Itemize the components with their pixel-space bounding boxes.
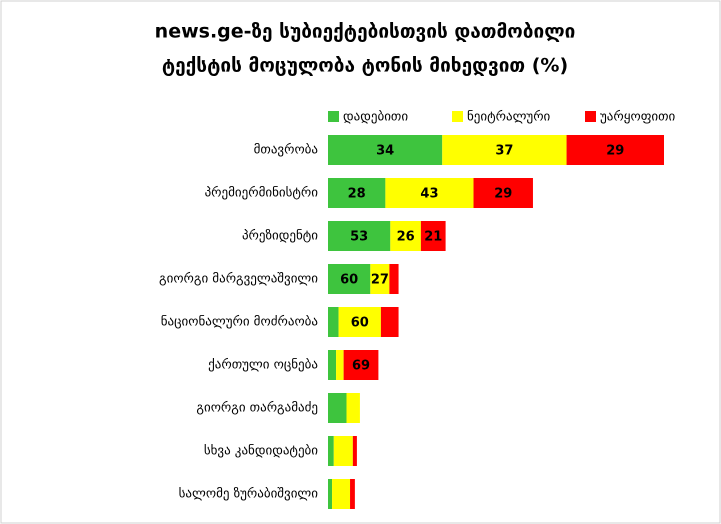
legend-label: ნეიტრალური <box>467 110 551 125</box>
bar-segment <box>343 350 379 380</box>
category-label: სხვა კანდიდატები <box>204 444 318 459</box>
bar-segment <box>473 178 533 208</box>
category-label: გიორგი მარგველაშვილი <box>159 272 318 287</box>
category-label: პრემიერმინისტრი <box>205 186 319 201</box>
chart-title: ტექსტის მოცულობა ტონის მიხედვით (%) <box>162 55 568 77</box>
chart-title: news.ge-ზე სუბიექტებისთვის დათმობილი <box>155 21 576 43</box>
value-label: 34 <box>376 144 394 159</box>
value-label: 60 <box>351 316 369 331</box>
legend-swatch <box>452 111 463 122</box>
value-label: 53 <box>350 230 368 245</box>
value-label: 69 <box>352 359 370 374</box>
value-label: 26 <box>397 230 415 245</box>
bar-segment <box>350 479 355 509</box>
bar-segment <box>380 307 399 337</box>
legend-label: უარყოფითი <box>600 110 676 125</box>
bar-segment <box>333 436 353 466</box>
bar-segment <box>338 307 381 337</box>
bar-segment <box>336 350 344 380</box>
bar-segment <box>328 307 339 337</box>
bar-segment <box>328 350 337 380</box>
legend-swatch <box>585 111 596 122</box>
category-label: სალომე ზურაბიშვილი <box>179 487 319 502</box>
category-label: ნაციონალური მოძრაობა <box>161 315 318 330</box>
value-label: 43 <box>420 187 438 202</box>
bar-segment <box>385 178 474 208</box>
value-label: 21 <box>424 230 442 245</box>
bar-segment <box>328 479 333 509</box>
bar-segment <box>332 479 351 509</box>
value-label: 27 <box>371 273 389 288</box>
value-label: 37 <box>495 144 513 159</box>
value-label: 29 <box>494 187 512 202</box>
value-label: 60 <box>340 273 358 288</box>
legend-swatch <box>328 111 339 122</box>
category-label: პრეზიდენტი <box>242 229 318 244</box>
value-label: 28 <box>348 187 366 202</box>
bar-segment <box>566 135 664 165</box>
category-label: ქართული ოცნება <box>208 358 318 373</box>
bar-segment <box>328 135 443 165</box>
legend-label: დადებითი <box>343 110 408 125</box>
bar-segment <box>328 178 386 208</box>
bar-segment <box>346 393 360 423</box>
bar-segment <box>420 221 446 251</box>
bar-segment <box>352 436 357 466</box>
bar-segment <box>370 264 390 294</box>
bar-segment <box>328 264 371 294</box>
category-label: გიორგი თარგამაძე <box>196 401 318 416</box>
bar-segment <box>442 135 567 165</box>
value-label: 29 <box>606 144 624 159</box>
bar-segment <box>328 221 391 251</box>
bar-segment <box>328 436 334 466</box>
category-label: მთავრობა <box>254 143 318 158</box>
bar-segment <box>389 264 399 294</box>
bar-segment <box>328 393 347 423</box>
bar-segment <box>390 221 421 251</box>
